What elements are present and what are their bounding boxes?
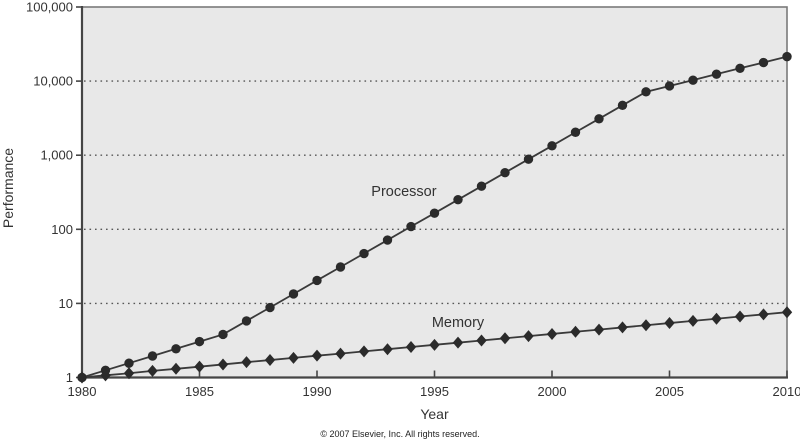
data-point-processor [617,100,628,111]
data-point-memory [593,323,605,336]
data-point-processor [476,181,487,191]
x-tick-label: 1990 [303,384,332,399]
data-point-memory [664,317,675,330]
y-tick-label: 100,000 [26,0,73,15]
data-point-memory [640,319,652,332]
x-axis-title: Year [420,406,449,422]
data-point-memory [100,369,111,382]
data-point-memory [405,340,417,353]
data-point-processor [359,248,369,259]
data-point-memory [781,306,793,319]
data-point-memory [429,338,440,351]
y-tick-label: 10,000 [33,74,73,89]
data-point-memory [76,371,88,384]
data-point-processor [523,154,534,164]
data-point-processor [265,302,275,313]
data-point-processor [758,57,769,68]
series-label-processor: Processor [371,184,436,200]
data-point-processor [688,75,698,85]
data-point-memory [546,327,558,340]
data-point-processor [194,336,205,347]
copyright-text: © 2007 Elsevier, Inc. All rights reserve… [320,429,479,439]
data-point-processor [594,114,604,124]
data-point-processor [664,81,675,91]
data-point-memory [523,330,534,343]
plot-area: 1 10 100 1,000 10,000 100,000 1980 1985 1990 1995… [26,0,800,399]
data-point-memory [311,349,323,362]
y-axis-title: Performance [0,148,16,228]
data-point-memory [499,332,511,345]
data-point-memory [382,343,393,356]
data-point-processor [335,262,346,272]
data-point-processor [429,208,440,218]
x-tick-label: 1985 [185,384,214,399]
data-point-memory [264,354,276,367]
data-point-processor [406,221,416,232]
data-point-processor [218,329,228,340]
data-point-memory [570,325,581,338]
x-tick-label: 2005 [655,384,684,399]
data-point-processor [570,127,581,137]
data-point-processor [147,351,158,361]
y-tick-label: 10 [59,296,73,311]
plot-background [81,6,788,379]
data-point-processor [382,235,393,245]
y-tick-label: 100 [51,222,73,237]
data-point-processor [312,275,322,286]
data-point-processor [641,87,651,97]
y-tick-label: 1 [66,370,73,385]
data-point-processor [171,344,181,354]
data-point-processor [288,289,299,299]
data-point-memory [687,314,699,327]
data-point-memory [758,308,769,321]
data-point-memory [358,345,370,358]
data-point-processor [782,51,792,62]
series-label-memory: Memory [432,315,485,331]
data-point-memory [335,347,346,360]
data-point-processor [735,63,745,73]
data-point-processor [241,316,252,326]
data-point-memory [617,321,628,334]
x-tick-label: 2000 [538,384,567,399]
data-point-processor [547,141,557,151]
x-tick-label: 1980 [68,384,97,399]
data-point-processor [711,69,722,79]
data-point-memory [734,310,746,323]
x-tick-label: 1995 [420,384,449,399]
data-point-memory [452,336,464,349]
data-point-processor [500,167,510,178]
data-point-memory [711,312,722,325]
y-tick-label: 1,000 [40,148,73,163]
data-point-memory [288,351,299,364]
data-point-processor [124,358,134,368]
data-point-processor [453,194,463,205]
x-tick-label: 2010 [773,384,800,399]
data-point-memory [476,334,487,347]
